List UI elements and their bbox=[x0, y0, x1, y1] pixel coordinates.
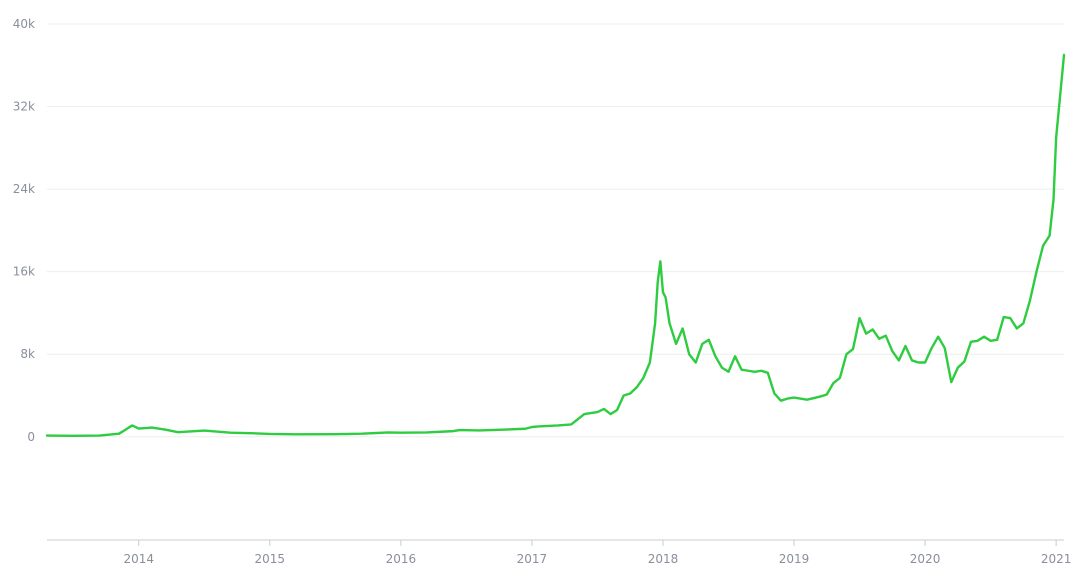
x-tick-label: 2017 bbox=[517, 552, 548, 566]
x-tick-label: 2019 bbox=[779, 552, 810, 566]
x-tick-label: 2021 bbox=[1041, 552, 1072, 566]
y-tick-label: 24k bbox=[13, 182, 35, 196]
x-tick-label: 2020 bbox=[910, 552, 941, 566]
y-tick-label: 32k bbox=[13, 100, 35, 114]
y-tick-label: 8k bbox=[20, 347, 35, 361]
gridlines bbox=[47, 23, 1064, 438]
y-tick-label: 16k bbox=[13, 265, 35, 279]
y-tick-label: 40k bbox=[13, 17, 35, 31]
y-tick-label: 0 bbox=[27, 430, 35, 444]
x-tick-label: 2015 bbox=[255, 552, 286, 566]
price-series-line bbox=[45, 53, 1066, 437]
x-axis: 2014 2015 2016 2017 2018 2019 2020 2021 bbox=[47, 539, 1072, 566]
series-layer bbox=[45, 53, 1066, 437]
y-axis-ticks: 40k 32k 24k 16k 8k 0 bbox=[13, 17, 35, 444]
x-tick-label: 2014 bbox=[123, 552, 154, 566]
x-tick-label: 2018 bbox=[648, 552, 679, 566]
x-tick-label: 2016 bbox=[386, 552, 417, 566]
